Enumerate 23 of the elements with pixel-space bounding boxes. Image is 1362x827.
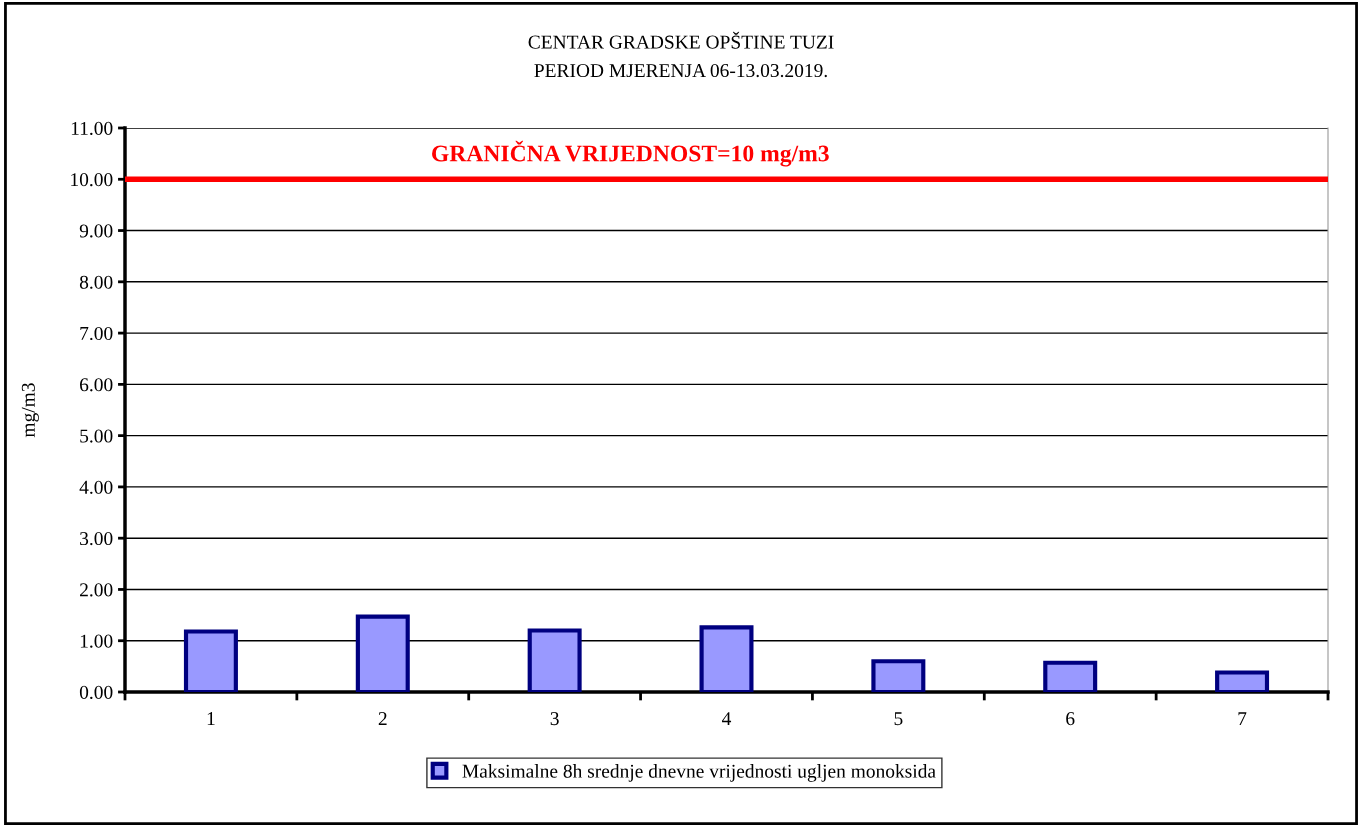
chart-title: CENTAR GRADSKE OPŠTINE TUZI PERIOD MJERENJA 06-13.03.2019. (528, 31, 834, 78)
legend-label: Maksimalne 8h srednje dnevne vrijednosti ugljen monoksida (462, 764, 936, 782)
y-tick-label: 7.00 (80, 326, 113, 341)
x-tick-label: 4 (722, 712, 732, 725)
y-tick-label: 6.00 (80, 378, 113, 392)
x-tick-label: 3 (550, 712, 559, 726)
y-tick-label: 4.00 (79, 480, 113, 494)
x-tick-label: 6 (1066, 712, 1075, 726)
y-tick-label: 1.00 (80, 634, 113, 648)
y-tick-label: 0.00 (79, 685, 113, 700)
y-tick-label: 2.00 (80, 583, 113, 597)
ref-line-label: GRANIČNA VRIJEDNOST=10 mg/m3 (432, 140, 829, 167)
y-tick-label: 11.00 (71, 121, 113, 136)
y-tick-label: 9.00 (79, 224, 113, 238)
x-tick-label: 2 (378, 712, 387, 725)
x-tick-label: 7 (1238, 712, 1247, 725)
y-axis-title: mg/m3 (21, 383, 39, 438)
x-tick-label: 5 (894, 712, 903, 726)
y-tick-label: 5.00 (80, 429, 113, 443)
y-tick-label: 10.00 (71, 173, 113, 187)
y-tick-label: 3.00 (80, 532, 113, 546)
y-tick-label: 8.00 (79, 275, 113, 289)
x-tick-label: 1 (207, 712, 215, 725)
